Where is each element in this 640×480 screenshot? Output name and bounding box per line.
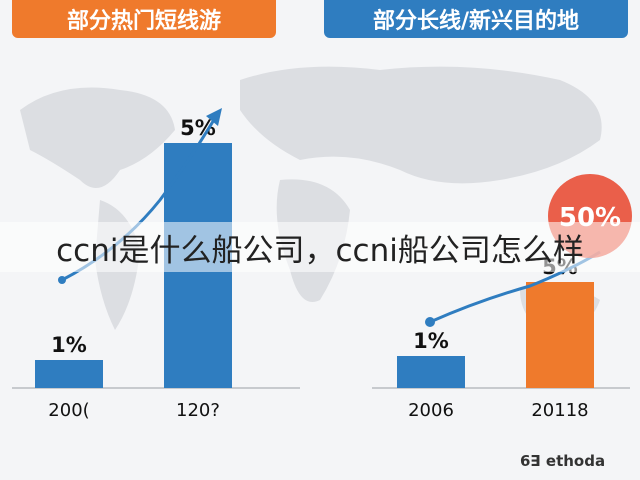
bar-1-0: [397, 356, 465, 388]
data-label-1-0: 1%: [413, 329, 449, 353]
trend-arrowhead-left: [206, 108, 222, 126]
category-label-1-1: 20118: [531, 400, 588, 421]
header-right: 部分长线/新兴目的地: [324, 0, 628, 38]
bar-1-1: [526, 282, 594, 388]
trend-start-dot-right: [425, 317, 435, 327]
category-label-0-0: 200(: [48, 400, 89, 421]
overlay-title: ccni是什么船公司，ccni船公司怎么样: [0, 222, 640, 272]
header-left: 部分热门短线游: [12, 0, 276, 38]
watermark-logo: 6∃ ethoda: [520, 452, 606, 470]
trend-start-dot-left: [58, 276, 66, 284]
category-label-0-1: 120?: [176, 400, 220, 421]
data-label-0-0: 1%: [51, 333, 87, 357]
category-label-1-0: 2006: [408, 400, 454, 421]
bar-0-0: [35, 360, 103, 388]
